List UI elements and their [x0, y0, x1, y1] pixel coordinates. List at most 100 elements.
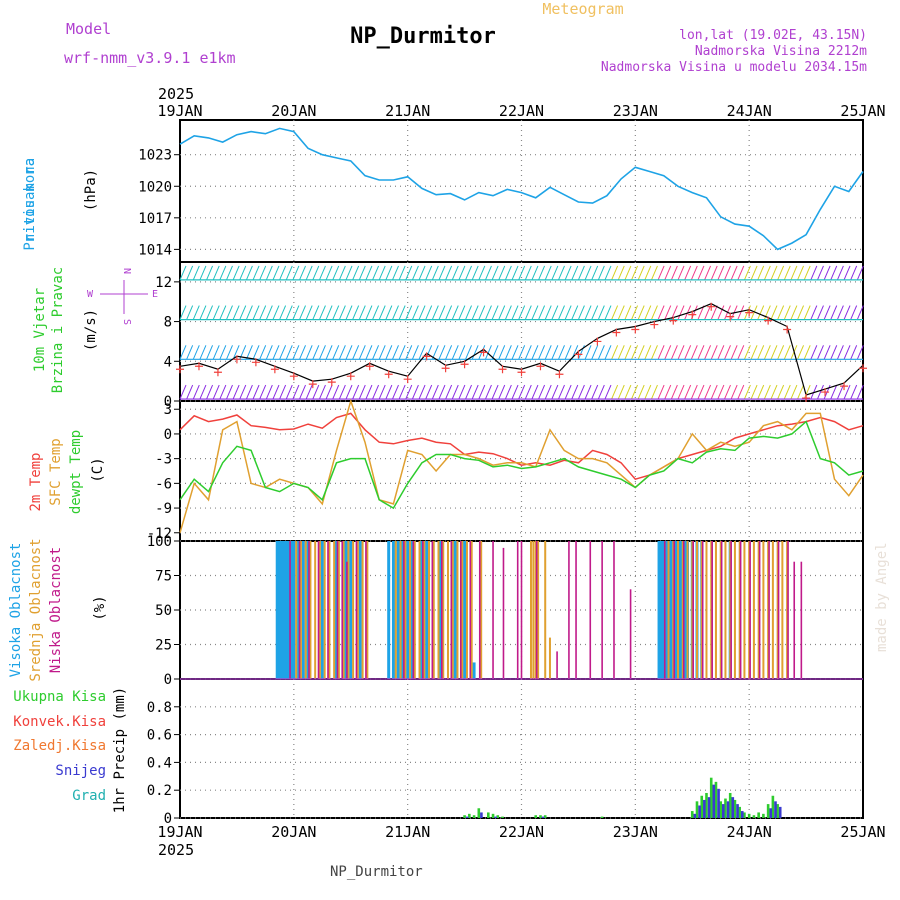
wind-barb: [777, 384, 785, 400]
wind-barb: [265, 345, 273, 360]
wind-barb: [524, 345, 532, 360]
cloud-mid-bar: [724, 541, 727, 679]
bottom-date-label: 22JAN: [499, 823, 544, 841]
y-tick-label: 1017: [138, 211, 172, 227]
precip-total-bar: [539, 815, 542, 818]
wind-barb: [597, 384, 605, 400]
cloud-high-bar: [335, 541, 339, 679]
wind-unit: (m/s): [83, 309, 99, 351]
wind-barb: [312, 384, 320, 400]
cloud-mid-bar: [404, 541, 407, 679]
wind-barb: [192, 265, 200, 281]
wind-gust-marker: [688, 310, 697, 319]
wind-barb: [199, 265, 207, 281]
wind-barb: [797, 305, 805, 320]
top-date-label: 19JAN: [157, 102, 202, 120]
wind-barb: [564, 305, 572, 320]
wind-barb: [670, 345, 678, 360]
precip-snow-bar: [465, 816, 469, 818]
precip-total-bar: [757, 812, 760, 818]
wind-barb: [730, 384, 738, 400]
cloud-low-bar: [800, 561, 803, 679]
wind-barb: [770, 345, 778, 360]
wind-gust-marker: [289, 372, 298, 381]
precip-total-bar: [477, 808, 481, 818]
precip-total-bar: [496, 815, 500, 818]
wind-barb: [365, 305, 373, 320]
cloud-mid-bar: [437, 541, 440, 679]
wind-barb: [378, 384, 386, 400]
wind-barb: [186, 345, 194, 360]
wind-barb: [584, 384, 592, 400]
y-tick-label: 50: [155, 603, 172, 619]
precip-snow-bar: [736, 804, 739, 818]
wind-barb: [438, 384, 446, 400]
wind-gust-marker: [479, 348, 488, 357]
wind-barb: [458, 305, 466, 320]
cloud-high-bar: [674, 541, 678, 679]
wind-barb: [405, 345, 413, 360]
wind-barb: [292, 305, 300, 320]
wind-barb: [783, 265, 791, 281]
wind-barb: [770, 305, 778, 320]
wind-barb: [810, 305, 818, 320]
wind-gust-marker: [612, 328, 621, 337]
cloud-mid-bar: [428, 541, 431, 679]
wind-barb: [551, 305, 559, 320]
wind-barb: [232, 305, 240, 320]
wind-barb: [584, 305, 592, 320]
cloud-mid-bar: [470, 541, 473, 679]
wind-barb: [318, 265, 326, 281]
wind-barb: [272, 265, 280, 281]
wind-gust-marker: [593, 337, 602, 346]
cloud-low-bar: [673, 541, 676, 679]
wind-barb: [285, 265, 293, 281]
wind-gust-marker: [403, 375, 412, 384]
wind-barb: [418, 384, 426, 400]
wind-barb: [637, 305, 645, 320]
precip-total-bar: [501, 816, 504, 818]
wind-barb: [285, 345, 293, 360]
wind-gust-marker: [536, 362, 545, 371]
wind-barb: [810, 345, 818, 360]
wind-barb: [743, 384, 751, 400]
wind-gust-marker: [650, 320, 659, 329]
wind-barb: [186, 305, 194, 320]
wind-barb: [338, 265, 346, 281]
wind-barb: [591, 345, 599, 360]
wind-barb: [856, 305, 864, 320]
wind-barb: [531, 384, 539, 400]
legend-graupel: Grad: [72, 788, 106, 804]
wind-barb: [478, 265, 486, 281]
precip-snow-bar: [707, 797, 711, 818]
wind-barb: [345, 345, 353, 360]
wind-barb: [551, 265, 559, 281]
wind-barb: [836, 265, 844, 281]
cloud-low-bar: [601, 541, 603, 679]
cloud-mid-bar: [743, 541, 746, 679]
bottom-year-label: 2025: [158, 841, 194, 859]
cloud-mid-bar: [333, 541, 336, 679]
wind-barb: [558, 384, 565, 400]
wind-barb: [445, 305, 453, 320]
wind-barb: [790, 305, 798, 320]
wind-barb: [332, 265, 340, 281]
wind-barb: [458, 384, 466, 400]
wind-barb: [279, 345, 287, 360]
wind-barb: [385, 305, 393, 320]
wind-barb: [631, 345, 638, 360]
wind-barb: [345, 265, 353, 281]
wind-barb: [856, 345, 864, 360]
wind-barb: [770, 384, 778, 400]
wind-barb: [836, 345, 844, 360]
wind-barb: [797, 384, 805, 400]
wind-barb: [670, 384, 678, 400]
wind-barb: [471, 265, 479, 281]
wind-barb: [684, 265, 692, 281]
wind-barb: [484, 345, 492, 360]
cloud-mid-bar: [480, 541, 483, 679]
wind-barb: [232, 265, 240, 281]
wind-barb: [836, 384, 844, 400]
wind-barb: [245, 265, 253, 281]
wind-barb: [817, 345, 824, 360]
